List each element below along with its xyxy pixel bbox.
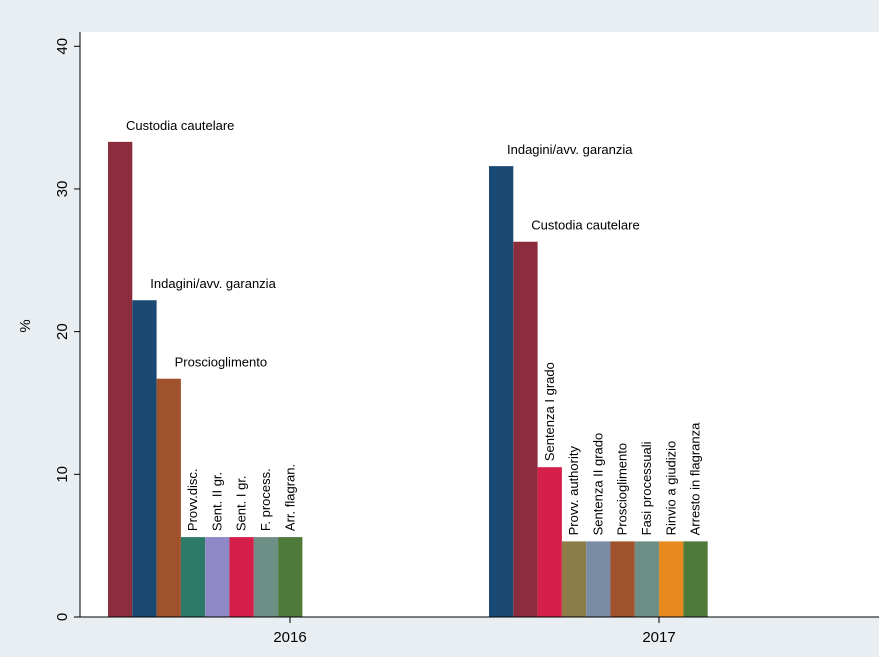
y-tick-label: 0: [54, 613, 71, 621]
bar-label-2016-4: Provv.disc.: [185, 468, 200, 531]
bar-2016-8: [278, 537, 303, 617]
plot-area: [80, 32, 879, 617]
bar-label-2017-6: Proscioglimento: [615, 443, 630, 536]
bar-label-2016-1: Custodia cautelare: [126, 118, 234, 133]
bar-2016-2: [132, 300, 157, 617]
bar-label-2017-3: Sentenza I grado: [542, 362, 557, 461]
bar-2016-1: [108, 141, 133, 618]
bar-2017-7: [634, 541, 660, 617]
category-label-2016: 2016: [273, 629, 306, 646]
y-tick-label: 20: [54, 323, 71, 340]
bar-label-2017-1: Indagini/avv. garanzia: [507, 142, 633, 157]
bar-2016-4: [180, 537, 206, 617]
bar-2017-8: [659, 541, 684, 617]
bar-labels-layer: Custodia cautelare Indagini/avv. garanzia…: [126, 118, 703, 536]
bar-2017-4: [561, 541, 587, 617]
bar-2016-6: [229, 537, 254, 617]
bar-label-2017-2: Custodia cautelare: [531, 218, 639, 233]
bar-2016-7: [253, 537, 279, 617]
category-label-2017: 2017: [642, 629, 675, 646]
bar-label-2016-5: Sent. II gr.: [209, 472, 224, 531]
bar-2016-5: [205, 537, 230, 617]
bar-label-2017-8: Rinvio a giudizio: [663, 441, 678, 536]
bar-label-2016-2: Indagini/avv. garanzia: [150, 276, 276, 291]
bar-2017-2: [513, 241, 538, 617]
y-tick-label: 40: [54, 38, 71, 55]
bar-2017-3: [537, 467, 562, 617]
y-axis-label: %: [17, 319, 34, 332]
bars-layer: [108, 141, 708, 618]
bar-label-2016-6: Sent. I gr.: [234, 475, 249, 531]
axes-layer: 0 10 20 30 40 2016 2017: [54, 32, 879, 646]
bar-2017-6: [610, 541, 635, 617]
bar-label-2017-5: Sentenza II grado: [590, 433, 605, 536]
bar-label-2017-9: Arresto in flagranza: [688, 422, 703, 535]
y-tick-label: 10: [54, 466, 71, 483]
bar-label-2016-7: F. process.: [258, 468, 273, 531]
bar-2017-9: [683, 541, 708, 617]
bar-2016-3: [156, 378, 181, 617]
bar-label-2016-3: Proscioglimento: [175, 355, 268, 370]
bar-2017-1: [489, 166, 514, 617]
bar-2017-5: [586, 541, 611, 617]
bar-label-2017-4: Provv. authority: [566, 446, 581, 536]
bar-label-2017-7: Fasi processuali: [639, 441, 654, 535]
bar-label-2016-8: Arr. flagran.: [282, 464, 297, 531]
y-tick-label: 30: [54, 181, 71, 198]
